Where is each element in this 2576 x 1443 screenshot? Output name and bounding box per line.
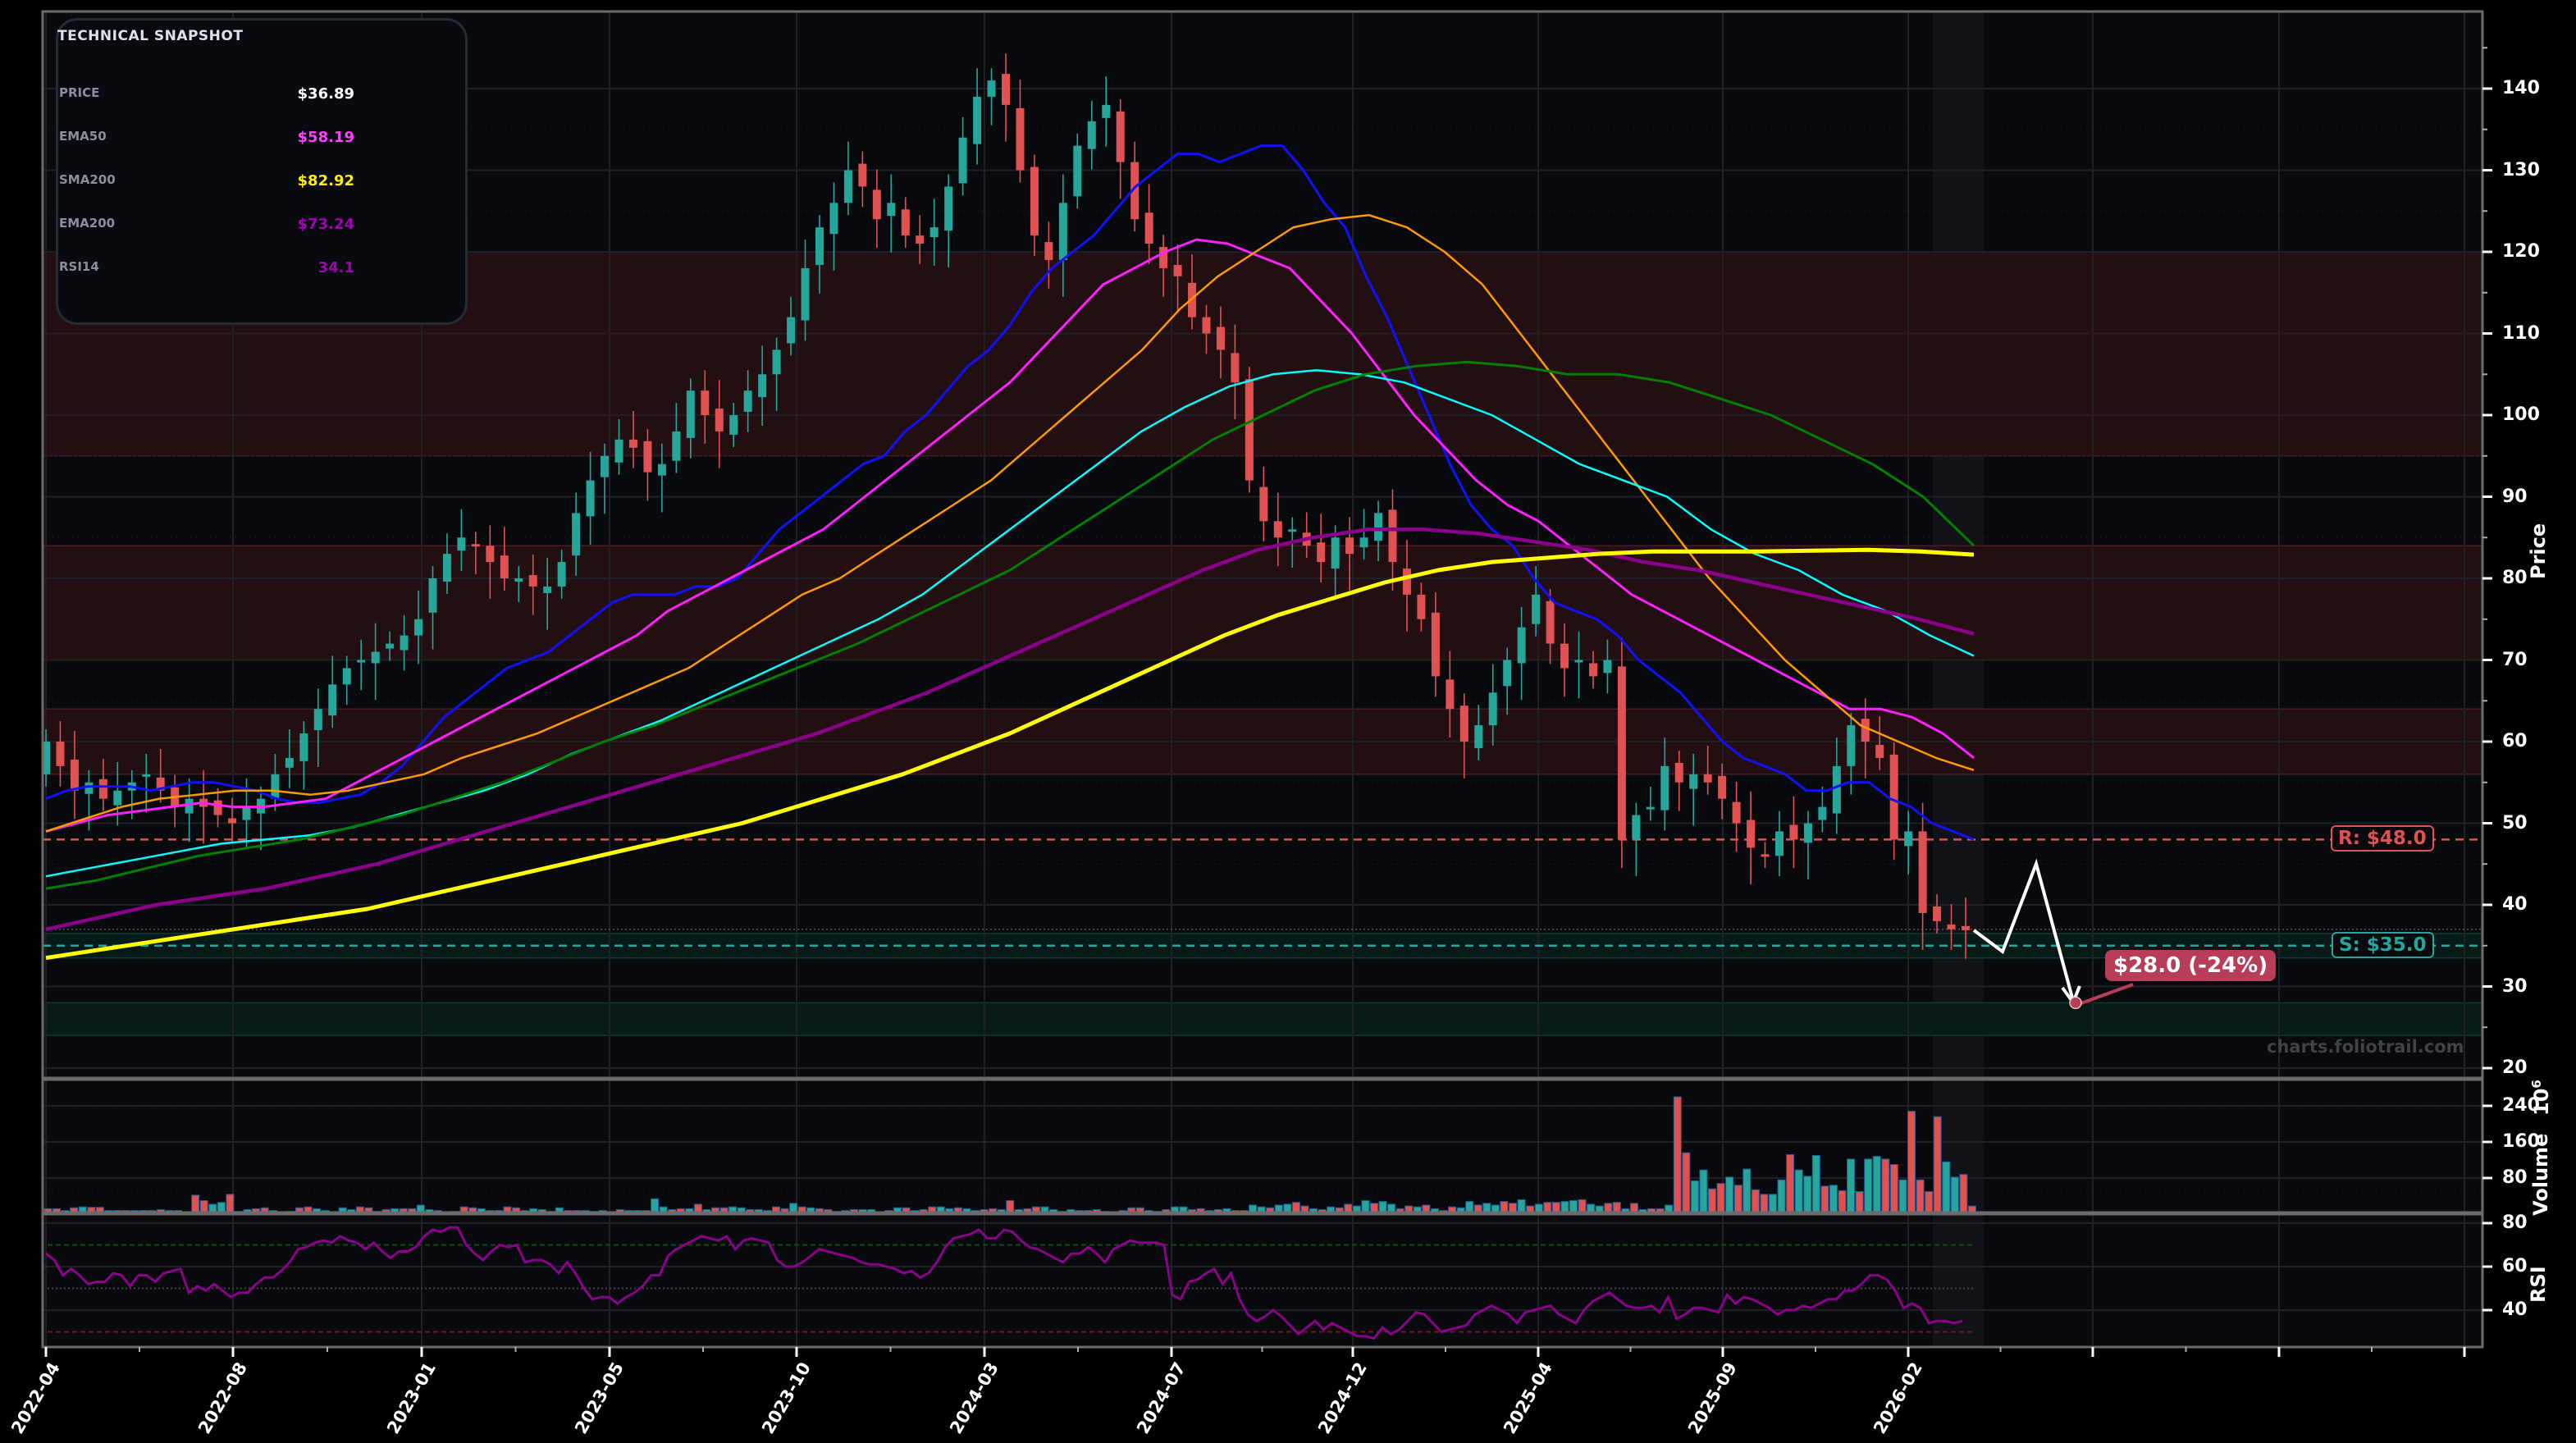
- moving-averages: [45, 144, 1975, 961]
- panel-frames: [41, 10, 2484, 1349]
- price-axis-title: Price: [2527, 523, 2550, 579]
- snapshot-label: EMA50: [59, 129, 107, 144]
- ema50-line: [45, 238, 1975, 833]
- price-tick-label: 110: [2502, 322, 2540, 344]
- sma100-line: [45, 360, 1975, 890]
- snapshot-row-rsi14: RSI14 34.1: [59, 259, 354, 279]
- snapshot-value: $82.92: [297, 172, 354, 190]
- watermark: charts.foliotrail.com: [2267, 1037, 2464, 1057]
- rsi-tick-label: 80: [2502, 1212, 2528, 1233]
- volume-tick-label: 240: [2502, 1095, 2540, 1116]
- price-tick-label: 140: [2502, 78, 2540, 98]
- snapshot-value: 34.1: [317, 259, 354, 276]
- snapshot-label: EMA200: [59, 216, 116, 231]
- technical-snapshot-panel: [56, 18, 468, 325]
- price-tick-label: 120: [2502, 241, 2540, 262]
- ema100-line: [45, 213, 1975, 833]
- target-price-label: $28.0 (-24%): [2105, 950, 2277, 981]
- rsi-tick-label: 60: [2502, 1256, 2528, 1276]
- panel-backgrounds: [43, 11, 2482, 1347]
- price-tick-label: 20: [2502, 1057, 2528, 1078]
- price-tick-label: 130: [2502, 159, 2540, 180]
- snapshot-label: SMA200: [59, 172, 116, 187]
- rsi-line: [45, 1226, 1963, 1340]
- snapshot-value: $58.19: [297, 129, 354, 146]
- price-tick-label: 50: [2502, 812, 2528, 833]
- snapshot-value: $36.89: [297, 85, 354, 103]
- volume-tick-label: 160: [2502, 1131, 2540, 1152]
- rsi-tick-label: 40: [2502, 1299, 2528, 1320]
- price-tick-label: 30: [2502, 975, 2528, 997]
- snapshot-label: RSI14: [59, 259, 99, 274]
- price-tick-label: 60: [2502, 731, 2528, 751]
- sma200-line: [45, 547, 1975, 961]
- level-lines: [43, 838, 2482, 947]
- ema200-line: [45, 527, 1975, 931]
- support-label: S: $35.0: [2332, 932, 2434, 958]
- resistance-label: R: $48.0: [2331, 825, 2434, 852]
- snapshot-label: PRICE: [59, 85, 100, 100]
- candlesticks: [42, 53, 1970, 959]
- price-tick-label: 70: [2502, 649, 2528, 670]
- price-tick-label: 40: [2502, 894, 2528, 915]
- snapshot-row-price: PRICE $36.89: [59, 85, 354, 105]
- price-tick-label: 100: [2502, 404, 2540, 425]
- volume-tick-label: 80: [2502, 1167, 2528, 1188]
- snapshot-title: TECHNICAL SNAPSHOT: [57, 28, 244, 44]
- price-tick-label: 80: [2502, 568, 2528, 588]
- snapshot-value: $73.24: [297, 216, 354, 233]
- forecast-path: [1972, 858, 2134, 1010]
- axis-ticks: [44, 47, 2492, 1357]
- snapshot-row-ema50: EMA50 $58.19: [59, 129, 354, 148]
- snapshot-row-sma200: SMA200 $82.92: [59, 172, 354, 192]
- price-tick-label: 90: [2502, 486, 2528, 507]
- ema20-line: [45, 144, 1975, 841]
- rsi-axis-title: RSI: [2527, 1266, 2550, 1303]
- snapshot-row-ema200: EMA200 $73.24: [59, 216, 354, 235]
